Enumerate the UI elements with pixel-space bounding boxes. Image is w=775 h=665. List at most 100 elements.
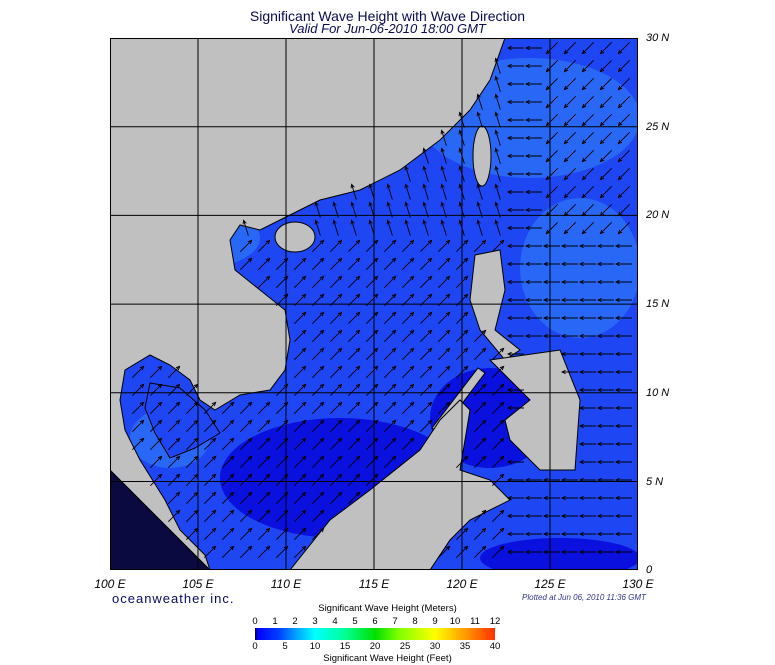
direction-arrow (258, 545, 271, 558)
direction-arrow (456, 311, 469, 324)
direction-arrow (524, 315, 542, 321)
direction-arrow (276, 509, 289, 522)
direction-arrow (560, 297, 578, 303)
direction-arrow (524, 495, 542, 501)
direction-arrow (617, 168, 630, 181)
direction-arrow (524, 81, 542, 87)
direction-arrow (596, 531, 614, 537)
direction-arrow (542, 549, 560, 555)
direction-arrow (542, 513, 560, 519)
direction-arrow (617, 150, 630, 163)
direction-arrow (330, 473, 343, 486)
direction-arrow (312, 257, 325, 270)
direction-arrow (404, 165, 411, 182)
colorbar-tick-feet: 40 (489, 641, 501, 652)
direction-arrow (312, 419, 325, 432)
colorbar-tick-feet: 35 (459, 641, 471, 652)
direction-arrow (524, 549, 542, 555)
direction-arrow (542, 297, 560, 303)
direction-arrow (312, 383, 325, 396)
direction-arrow (384, 419, 397, 432)
direction-arrow (348, 419, 361, 432)
direction-arrow (258, 491, 271, 504)
direction-arrow (599, 168, 612, 181)
direction-arrow (132, 401, 145, 414)
direction-arrow (420, 257, 433, 270)
asia-mainland (110, 38, 506, 570)
direction-arrow (330, 275, 343, 288)
direction-arrow (456, 293, 469, 306)
direction-arrow (581, 78, 594, 91)
direction-arrow (150, 401, 163, 414)
direction-arrow (614, 531, 632, 537)
direction-arrow (168, 455, 181, 468)
direction-arrow (420, 239, 433, 252)
direction-arrow (222, 527, 235, 540)
lat-label: 25 N (646, 120, 670, 133)
direction-arrow (596, 549, 614, 555)
colorbar-tick-feet: 10 (309, 641, 321, 652)
colorbar-tick-feet: 5 (282, 641, 288, 652)
direction-arrow (294, 329, 307, 342)
colorbar-title-meters: Significant Wave Height (Meters) (318, 603, 457, 614)
direction-arrow (440, 147, 447, 164)
direction-arrow (563, 204, 576, 217)
direction-arrow (492, 401, 505, 414)
direction-arrow (330, 491, 343, 504)
direction-arrow (294, 401, 307, 414)
direction-arrow (456, 527, 469, 540)
direction-arrow (386, 183, 393, 200)
direction-arrow (422, 165, 429, 182)
direction-arrow (506, 351, 524, 357)
direction-arrow (422, 201, 429, 218)
direction-arrow (384, 455, 397, 468)
lat-label: 5 N (646, 475, 664, 488)
direction-arrow (458, 201, 465, 218)
direction-arrow (294, 491, 307, 504)
direction-arrow (404, 219, 411, 236)
direction-arrow (384, 347, 397, 360)
direction-arrow (294, 509, 307, 522)
direction-arrow (420, 383, 433, 396)
direction-arrow (524, 117, 542, 123)
direction-arrow (402, 437, 415, 450)
direction-arrow (294, 347, 307, 360)
direction-arrow (542, 333, 560, 339)
direction-arrow (581, 186, 594, 199)
direction-arrow (350, 183, 357, 200)
direction-arrow (312, 509, 325, 522)
direction-arrow (494, 219, 501, 236)
direction-arrow (617, 60, 630, 73)
direction-arrow (222, 509, 235, 522)
direction-arrow (617, 132, 630, 145)
direction-arrow (492, 383, 505, 396)
direction-arrow (476, 183, 483, 200)
direction-arrow (560, 513, 578, 519)
graticule (110, 38, 638, 570)
direction-arrow (458, 219, 465, 236)
direction-arrow (542, 315, 560, 321)
direction-arrow (150, 437, 163, 450)
direction-arrow (614, 495, 632, 501)
direction-arrow (222, 473, 235, 486)
lat-label: 0 (646, 564, 653, 577)
direction-arrow (524, 45, 542, 51)
direction-arrow (438, 383, 451, 396)
direction-arrow (542, 495, 560, 501)
direction-arrow (494, 93, 501, 110)
direction-arrow (581, 60, 594, 73)
direction-arrow (506, 135, 524, 141)
direction-arrow (384, 275, 397, 288)
direction-arrow (402, 311, 415, 324)
direction-arrow (312, 473, 325, 486)
direction-arrow (614, 405, 632, 411)
direction-arrow (348, 329, 361, 342)
direction-arrow (294, 311, 307, 324)
direction-arrow (168, 419, 181, 432)
direction-arrow (348, 293, 361, 306)
direction-arrow (524, 279, 542, 285)
direction-arrow (476, 219, 483, 236)
direction-arrow (276, 455, 289, 468)
direction-arrow (492, 239, 505, 252)
direction-arrow (276, 383, 289, 396)
